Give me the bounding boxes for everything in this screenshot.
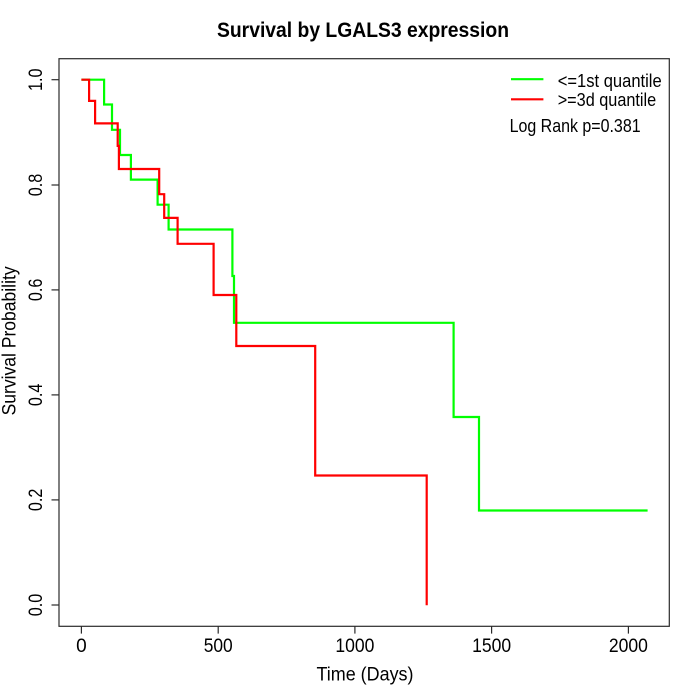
svg-text:500: 500 <box>204 636 233 657</box>
svg-text:0.2: 0.2 <box>26 489 47 512</box>
svg-text:0.6: 0.6 <box>26 279 47 302</box>
svg-text:2000: 2000 <box>609 636 648 657</box>
svg-text:1.0: 1.0 <box>26 68 47 91</box>
svg-text:Time (Days): Time (Days) <box>317 665 414 686</box>
svg-text:1000: 1000 <box>335 636 374 657</box>
svg-text:0.8: 0.8 <box>26 174 47 197</box>
svg-text:Log Rank p=0.381: Log Rank p=0.381 <box>510 115 641 136</box>
svg-text:0: 0 <box>76 636 87 657</box>
svg-text:Survival Probability: Survival Probability <box>0 266 21 415</box>
svg-text:Survival by LGALS3 expression: Survival by LGALS3 expression <box>217 19 509 42</box>
svg-text:0.0: 0.0 <box>26 594 47 617</box>
svg-text:<=1st quantile: <=1st quantile <box>558 70 662 91</box>
svg-text:1500: 1500 <box>472 636 511 657</box>
svg-text:>=3d quantile: >=3d quantile <box>558 89 657 110</box>
svg-text:0.4: 0.4 <box>26 383 47 406</box>
